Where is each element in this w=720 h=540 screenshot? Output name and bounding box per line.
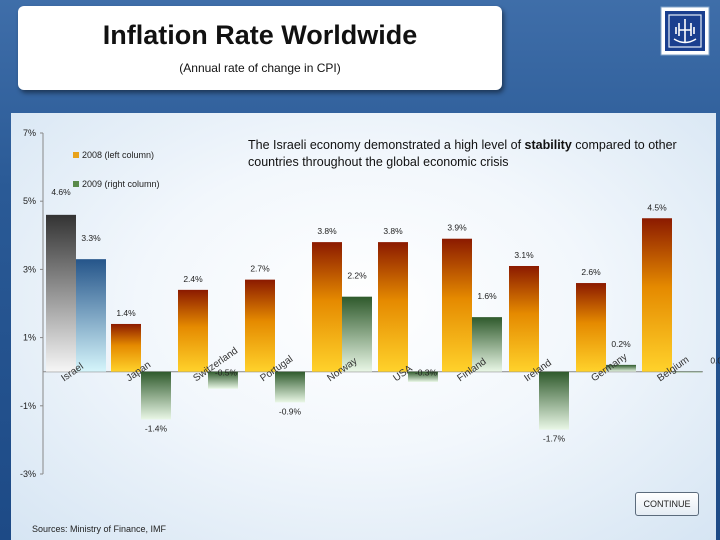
- value-label-2008-ireland: 3.1%: [514, 250, 534, 260]
- value-label-2009-belgium: 0.0%: [710, 356, 720, 366]
- bar-2008-germany: [576, 283, 606, 372]
- continue-button[interactable]: CONTINUE: [635, 492, 699, 516]
- value-label-2008-switzerland: 2.4%: [183, 274, 203, 284]
- bar-2008-israel: [46, 214, 76, 372]
- value-label-2008-usa: 3.8%: [383, 226, 403, 236]
- y-tick-label: 7%: [23, 128, 36, 138]
- bar-2008-japan: [111, 323, 141, 372]
- bar-2008-switzerland: [178, 289, 208, 372]
- chart-annotation: The Israeli economy demonstrated a high …: [248, 137, 688, 171]
- title-card: Inflation Rate Worldwide (Annual rate of…: [18, 6, 502, 90]
- value-label-2009-portugal: -0.9%: [279, 406, 302, 416]
- page-title: Inflation Rate Worldwide: [102, 20, 418, 50]
- israel-emblem-icon: [660, 6, 710, 56]
- bar-2008-usa: [378, 242, 408, 372]
- bar-2009-germany: [606, 364, 636, 372]
- value-label-2008-portugal: 2.7%: [250, 264, 270, 274]
- value-label-2009-usa: -0.3%: [415, 368, 438, 378]
- value-label-2009-japan: -1.4%: [145, 423, 168, 433]
- bar-2008-finland: [442, 238, 472, 372]
- y-tick-label: -3%: [20, 469, 36, 479]
- bar-2008-portugal: [245, 279, 275, 372]
- value-label-2009-switzerland: -0.5%: [215, 368, 238, 378]
- bar-2008-ireland: [509, 265, 539, 372]
- bar-2008-belgium: [642, 218, 672, 372]
- y-tick-label: 1%: [23, 333, 36, 343]
- value-label-2008-japan: 1.4%: [116, 308, 136, 318]
- legend-label-2008: 2008 (left column): [82, 150, 154, 160]
- value-label-2008-germany: 2.6%: [581, 267, 601, 277]
- value-label-2008-belgium: 4.5%: [647, 202, 667, 212]
- annotation-text-start: The Israeli economy demonstrated a high …: [248, 138, 525, 152]
- value-label-2008-finland: 3.9%: [447, 223, 467, 233]
- source-note: Sources: Ministry of Finance, IMF: [32, 524, 167, 534]
- legend-swatch-2009: [73, 181, 79, 187]
- page-subtitle: (Annual rate of change in CPI): [179, 61, 341, 75]
- y-tick-label: 3%: [23, 264, 36, 274]
- bar-2008-norway: [312, 242, 342, 372]
- bar-2009-portugal: [275, 371, 305, 403]
- bar-2009-finland: [472, 317, 502, 372]
- bar-2009-japan: [141, 371, 171, 420]
- value-label-2009-ireland: -1.7%: [543, 434, 566, 444]
- legend-swatch-2008: [73, 152, 79, 158]
- annotation-text-end: compared to other countries throughout t…: [248, 138, 677, 169]
- bar-2009-israel: [76, 259, 106, 372]
- bar-2009-usa: [408, 371, 438, 382]
- bar-2009-norway: [342, 296, 372, 372]
- bar-2009-ireland: [539, 371, 569, 430]
- legend-label-2009: 2009 (right column): [82, 179, 160, 189]
- value-label-2008-norway: 3.8%: [317, 226, 337, 236]
- value-label-2009-finland: 1.6%: [477, 291, 497, 301]
- value-label-2009-israel: 3.3%: [81, 233, 101, 243]
- bar-2009-switzerland: [208, 371, 238, 389]
- y-tick-label: -1%: [20, 401, 36, 411]
- bar-2009-belgium: [672, 371, 702, 373]
- value-label-2009-germany: 0.2%: [611, 339, 631, 349]
- annotation-emphasis: stability: [524, 138, 572, 152]
- value-label-2008-israel: 4.6%: [51, 187, 71, 197]
- y-tick-label: 5%: [23, 196, 36, 206]
- value-label-2009-norway: 2.2%: [347, 271, 367, 281]
